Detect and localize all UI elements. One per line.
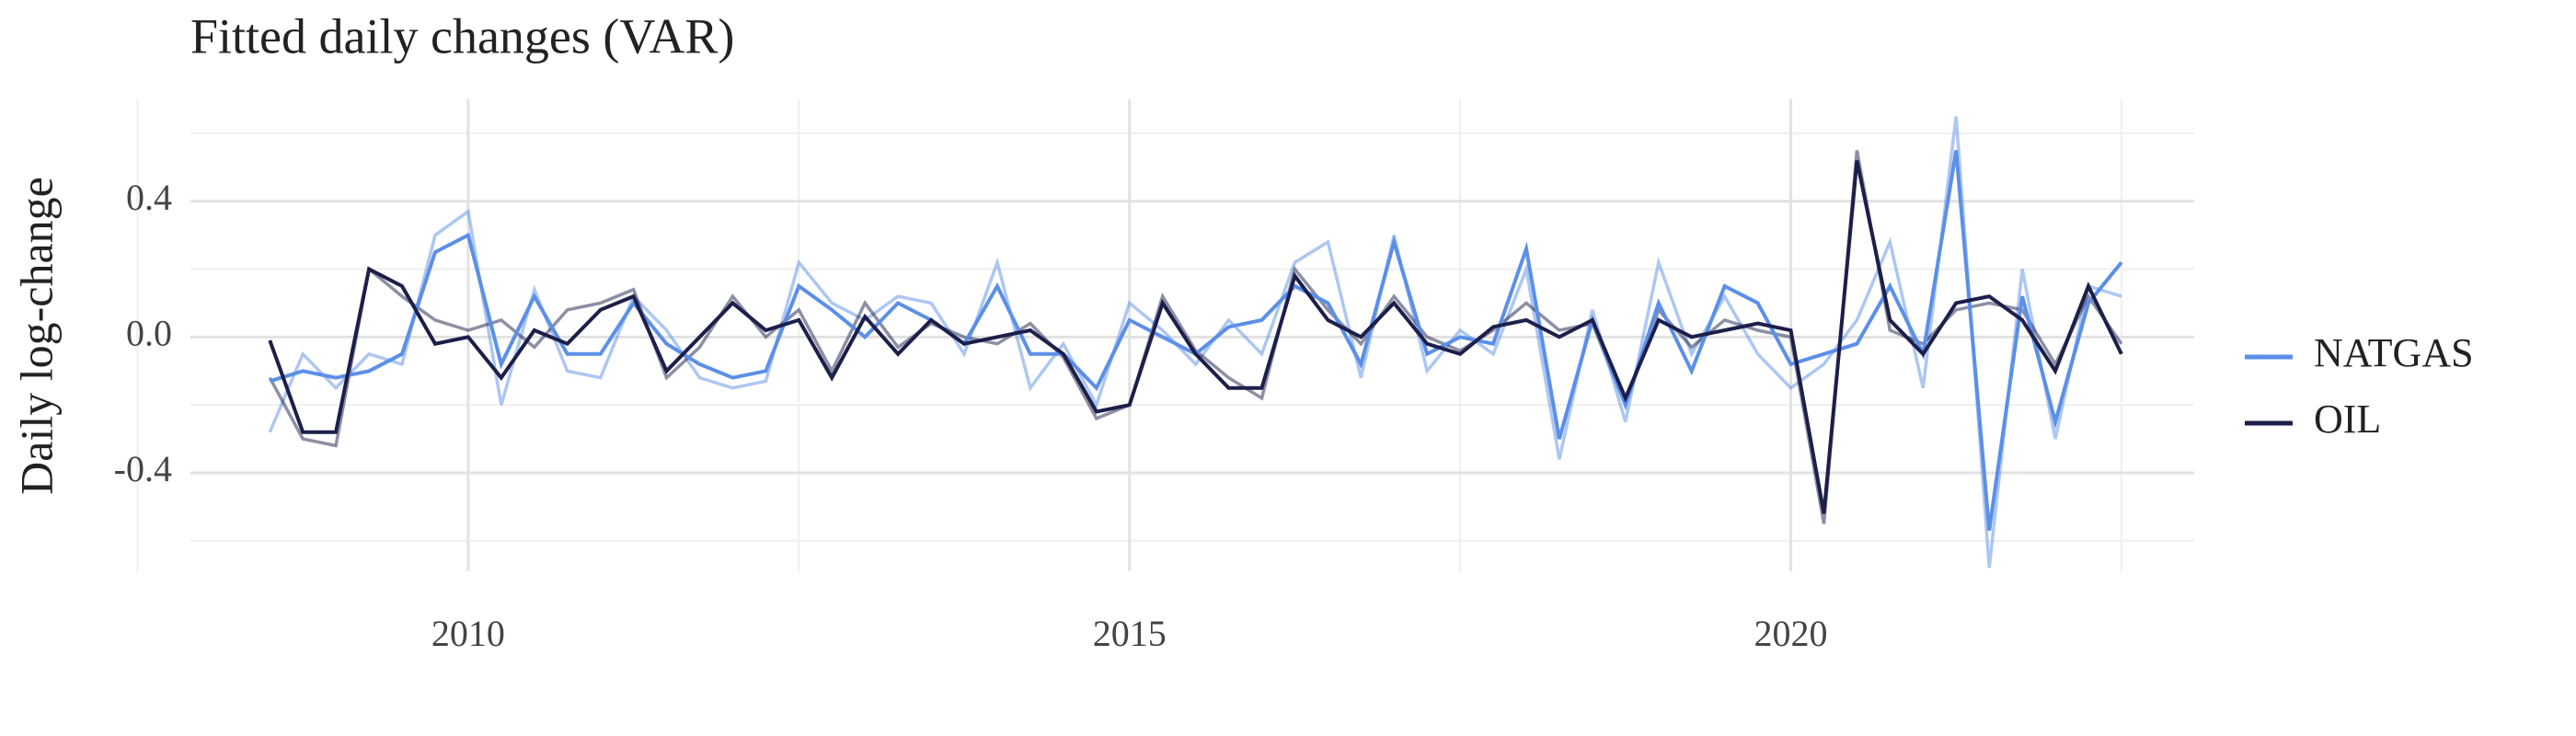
fitted-line xyxy=(268,159,2123,514)
x-tick-label: 2015 xyxy=(1093,613,1167,654)
y-tick-label: 0.0 xyxy=(126,313,172,354)
chart-title: Fitted daily changes (VAR) xyxy=(190,8,734,63)
legend-label: NATGAS xyxy=(2314,330,2474,375)
observed-line xyxy=(268,116,2122,569)
y-axis-label: Daily log-change xyxy=(10,177,62,495)
x-tick-label: 2010 xyxy=(431,613,505,654)
x-tick-label: 2020 xyxy=(1754,613,1828,654)
y-tick-label: -0.4 xyxy=(114,448,172,489)
legend-label: OIL xyxy=(2314,397,2381,442)
y-tick-label: 0.4 xyxy=(126,177,172,218)
